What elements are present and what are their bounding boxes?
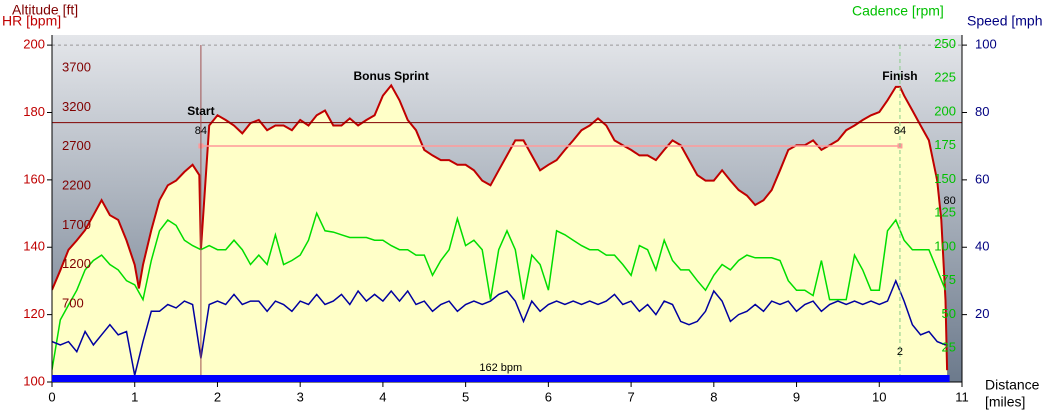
x-tick-label: 4 [379, 389, 386, 404]
y-tick-label: 250 [934, 36, 956, 51]
y-tick-label: 100 [975, 37, 997, 52]
plot-area [52, 44, 962, 382]
y-tick-label: 2200 [62, 178, 91, 193]
y-tick-label: 75 [942, 272, 956, 287]
y-tick-label: 1200 [62, 256, 91, 271]
y-tick-label: 100 [23, 373, 45, 388]
x-tick-label: 6 [545, 389, 552, 404]
marker-label: Bonus Sprint [354, 69, 429, 83]
y-tick-label: 20 [975, 306, 989, 321]
y-tick-label: 3700 [62, 59, 91, 74]
y-tick-label: 140 [23, 239, 45, 254]
y-tick-label: 40 [975, 239, 989, 254]
y-tick-label: 225 [934, 70, 956, 85]
y-tick-label: 700 [62, 296, 84, 311]
y-tick-label: 2700 [62, 138, 91, 153]
annotation: 80 [943, 195, 955, 207]
x-axis-title: Distance [985, 377, 1040, 393]
x-tick-label: 8 [710, 389, 717, 404]
y-tick-label: 60 [975, 171, 989, 186]
y-tick-label: 125 [934, 205, 956, 220]
y-tick-label: 160 [23, 171, 45, 186]
y-tick-label: 25 [942, 340, 956, 355]
y-tick-label: 150 [934, 171, 956, 186]
axis-title: Cadence [rpm] [852, 3, 944, 19]
x-tick-label: 11 [955, 389, 969, 404]
x-tick-label: 10 [872, 389, 886, 404]
axis-title: Speed [mph [967, 13, 1043, 29]
zone-bar [52, 375, 950, 382]
annotation: 2 [897, 346, 903, 358]
y-tick-label: 3200 [62, 99, 91, 114]
marker-label: Start [187, 104, 214, 118]
axis-title: HR [bpm] [2, 13, 61, 29]
y-tick-label: 120 [23, 306, 45, 321]
x-tick-label: 5 [462, 389, 469, 404]
zone-label: 162 bpm [479, 362, 522, 374]
x-tick-label: 2 [214, 389, 221, 404]
series-line [52, 83, 949, 371]
segment-label: 84 [195, 125, 207, 137]
segment-label: 84 [894, 125, 906, 137]
marker-label: Finish [882, 69, 917, 83]
y-tick-label: 50 [942, 306, 956, 321]
x-tick-label: 1 [131, 389, 138, 404]
y-tick-label: 100 [934, 238, 956, 253]
axis-title: Altitude [ft] [12, 2, 78, 18]
y-tick-label: 200 [934, 103, 956, 118]
x-tick-label: 3 [297, 389, 304, 404]
y-tick-label: 180 [23, 104, 45, 119]
x-tick-label: 0 [48, 389, 55, 404]
x-tick-label: 9 [793, 389, 800, 404]
y-tick-label: 200 [23, 37, 45, 52]
x-axis-title: [miles] [985, 394, 1025, 410]
area [52, 85, 948, 382]
y-tick-label: 175 [934, 137, 956, 152]
y-tick-label: 1700 [62, 217, 91, 232]
x-tick-label: 7 [627, 389, 634, 404]
y-tick-label: 80 [975, 104, 989, 119]
